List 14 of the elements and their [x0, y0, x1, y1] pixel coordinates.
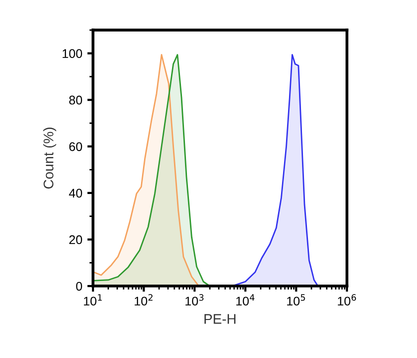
x-tick-label: 10$^{3}$	[186, 294, 204, 306]
x-tick-label: 10$^{4}$	[236, 294, 254, 306]
x-axis-title: PE-H	[204, 314, 236, 324]
y-tick-label: 60	[69, 142, 82, 152]
y-tick-label: 100	[62, 49, 82, 58]
x-tick-label: 10$^{5}$	[287, 294, 305, 306]
x-tick-label: 10$^{1}$	[84, 294, 102, 306]
y-tick-label: 40	[68, 188, 82, 198]
y-axis-title: Count (%)	[43, 128, 56, 189]
x-tick-label: 10$^{6}$	[338, 294, 356, 306]
y-tick-label: 20	[69, 235, 82, 244]
y-tick-label: 0	[76, 282, 82, 291]
y-tick-label: 80	[69, 96, 82, 105]
x-tick-label: 10$^{2}$	[134, 294, 152, 306]
